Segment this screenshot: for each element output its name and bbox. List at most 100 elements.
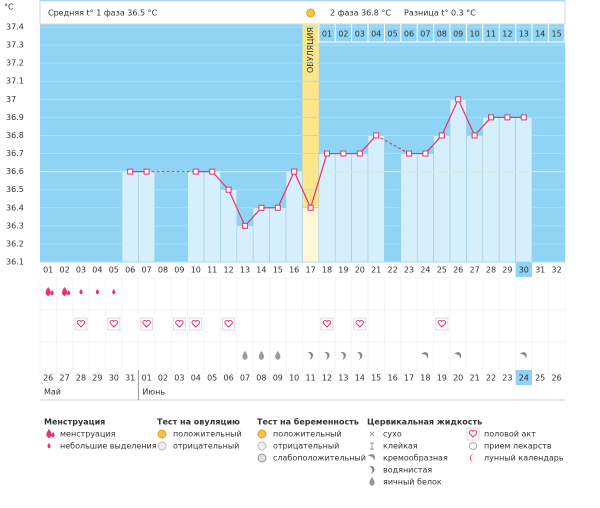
bar — [334, 153, 352, 263]
cycle-day: 06 — [125, 266, 135, 275]
legend-title: Менструация — [44, 418, 105, 427]
symbol-cell — [121, 277, 139, 311]
menstruation-icon — [112, 289, 116, 295]
intercourse-icon — [189, 317, 203, 331]
positive — [306, 8, 316, 18]
symbol-cell — [318, 277, 336, 311]
y-tick-label: 36.1 — [6, 258, 24, 267]
y-tick-label: 36.4 — [6, 203, 24, 212]
cycle-day: 30 — [519, 266, 529, 275]
legend-icon — [368, 454, 375, 461]
y-tick-label: 36.8 — [6, 131, 24, 140]
drop — [275, 351, 281, 360]
date: 23 — [502, 374, 512, 383]
heart — [191, 320, 201, 328]
cycle-day: 24 — [420, 266, 430, 275]
heart-cell — [189, 317, 203, 331]
phase2-day: 03 — [355, 30, 365, 39]
legend-icon — [47, 443, 51, 449]
heart — [175, 320, 184, 328]
temperature-point — [192, 168, 199, 175]
cycle-day: 10 — [191, 266, 201, 275]
intercourse-icon — [320, 317, 334, 331]
legend-icon — [257, 441, 267, 451]
bar — [252, 207, 270, 263]
ovulation-column — [302, 24, 319, 262]
drop — [51, 432, 55, 438]
phase2-day: 08 — [437, 30, 447, 39]
legend-icon — [469, 442, 477, 450]
cycle-day: 14 — [256, 266, 266, 275]
legend-label: отрицательный — [273, 442, 339, 451]
bar — [138, 171, 156, 263]
heart — [468, 430, 478, 438]
month: Июнь — [142, 388, 165, 397]
creamy — [421, 352, 429, 359]
negative — [157, 441, 167, 451]
watery — [324, 351, 330, 360]
cycle-day: 29 — [502, 266, 512, 275]
cervical-icon — [454, 352, 462, 359]
symbol-cell — [547, 341, 566, 375]
phase2-day: 11 — [486, 30, 496, 39]
phase2-day: 13 — [519, 30, 529, 39]
cycle-day: 32 — [552, 266, 562, 275]
bar — [318, 153, 336, 263]
symbol-cell — [498, 309, 517, 343]
symbol-cell — [318, 341, 336, 375]
symbol-cell — [219, 341, 238, 375]
cervical-icon — [307, 351, 314, 360]
temperature-point — [307, 204, 314, 211]
legend-label: небольшие выделения — [60, 442, 157, 451]
menstruation-icon — [61, 287, 71, 296]
symbol-cell — [465, 309, 484, 343]
symbol-cell — [137, 277, 156, 311]
bar — [302, 207, 320, 263]
date: 19 — [437, 374, 447, 383]
symbol-cell — [285, 341, 303, 375]
symbol-cell — [203, 341, 221, 375]
today-cell — [515, 262, 532, 277]
legend-icon — [466, 427, 480, 441]
bar — [400, 153, 418, 263]
cycle-day: 26 — [453, 266, 463, 275]
cycle-day: 15 — [273, 266, 283, 275]
legend-icon — [370, 442, 374, 450]
date: 26 — [43, 374, 53, 383]
legend-icon — [369, 465, 375, 474]
symbol-cell — [334, 309, 353, 343]
heart-cell — [74, 317, 88, 331]
cycle-day: 09 — [174, 266, 184, 275]
symbol-cell — [383, 277, 402, 311]
date: 27 — [60, 374, 70, 383]
bar — [466, 135, 484, 263]
date: 30 — [109, 374, 119, 383]
temperature-point — [274, 204, 281, 211]
bar — [482, 117, 500, 263]
symbol-cell — [515, 341, 533, 375]
legend-title: Цервикальная жидкость — [367, 418, 482, 427]
drop — [242, 351, 248, 360]
cycle-day: 18 — [322, 266, 332, 275]
cycle-day: 25 — [437, 266, 447, 275]
symbol-cell — [416, 277, 435, 311]
bar — [121, 171, 139, 263]
symbol-cell — [547, 309, 566, 343]
bar — [187, 171, 205, 263]
cycle-day: 05 — [109, 266, 119, 275]
date: 21 — [470, 374, 480, 383]
legend-icon — [157, 441, 167, 451]
phase2-day: 04 — [371, 30, 381, 39]
drop — [47, 443, 51, 449]
heart — [355, 320, 365, 328]
symbol-cell — [433, 341, 451, 375]
date: 13 — [338, 374, 348, 383]
symbol-cell — [236, 277, 254, 311]
y-tick-label: 37 — [6, 95, 16, 104]
symbol-cell — [154, 341, 172, 375]
drop — [112, 289, 116, 295]
symbol-cell — [433, 277, 451, 311]
cycle-day: 21 — [371, 266, 381, 275]
temperature-point — [488, 114, 494, 121]
symbol-cell — [449, 309, 467, 343]
